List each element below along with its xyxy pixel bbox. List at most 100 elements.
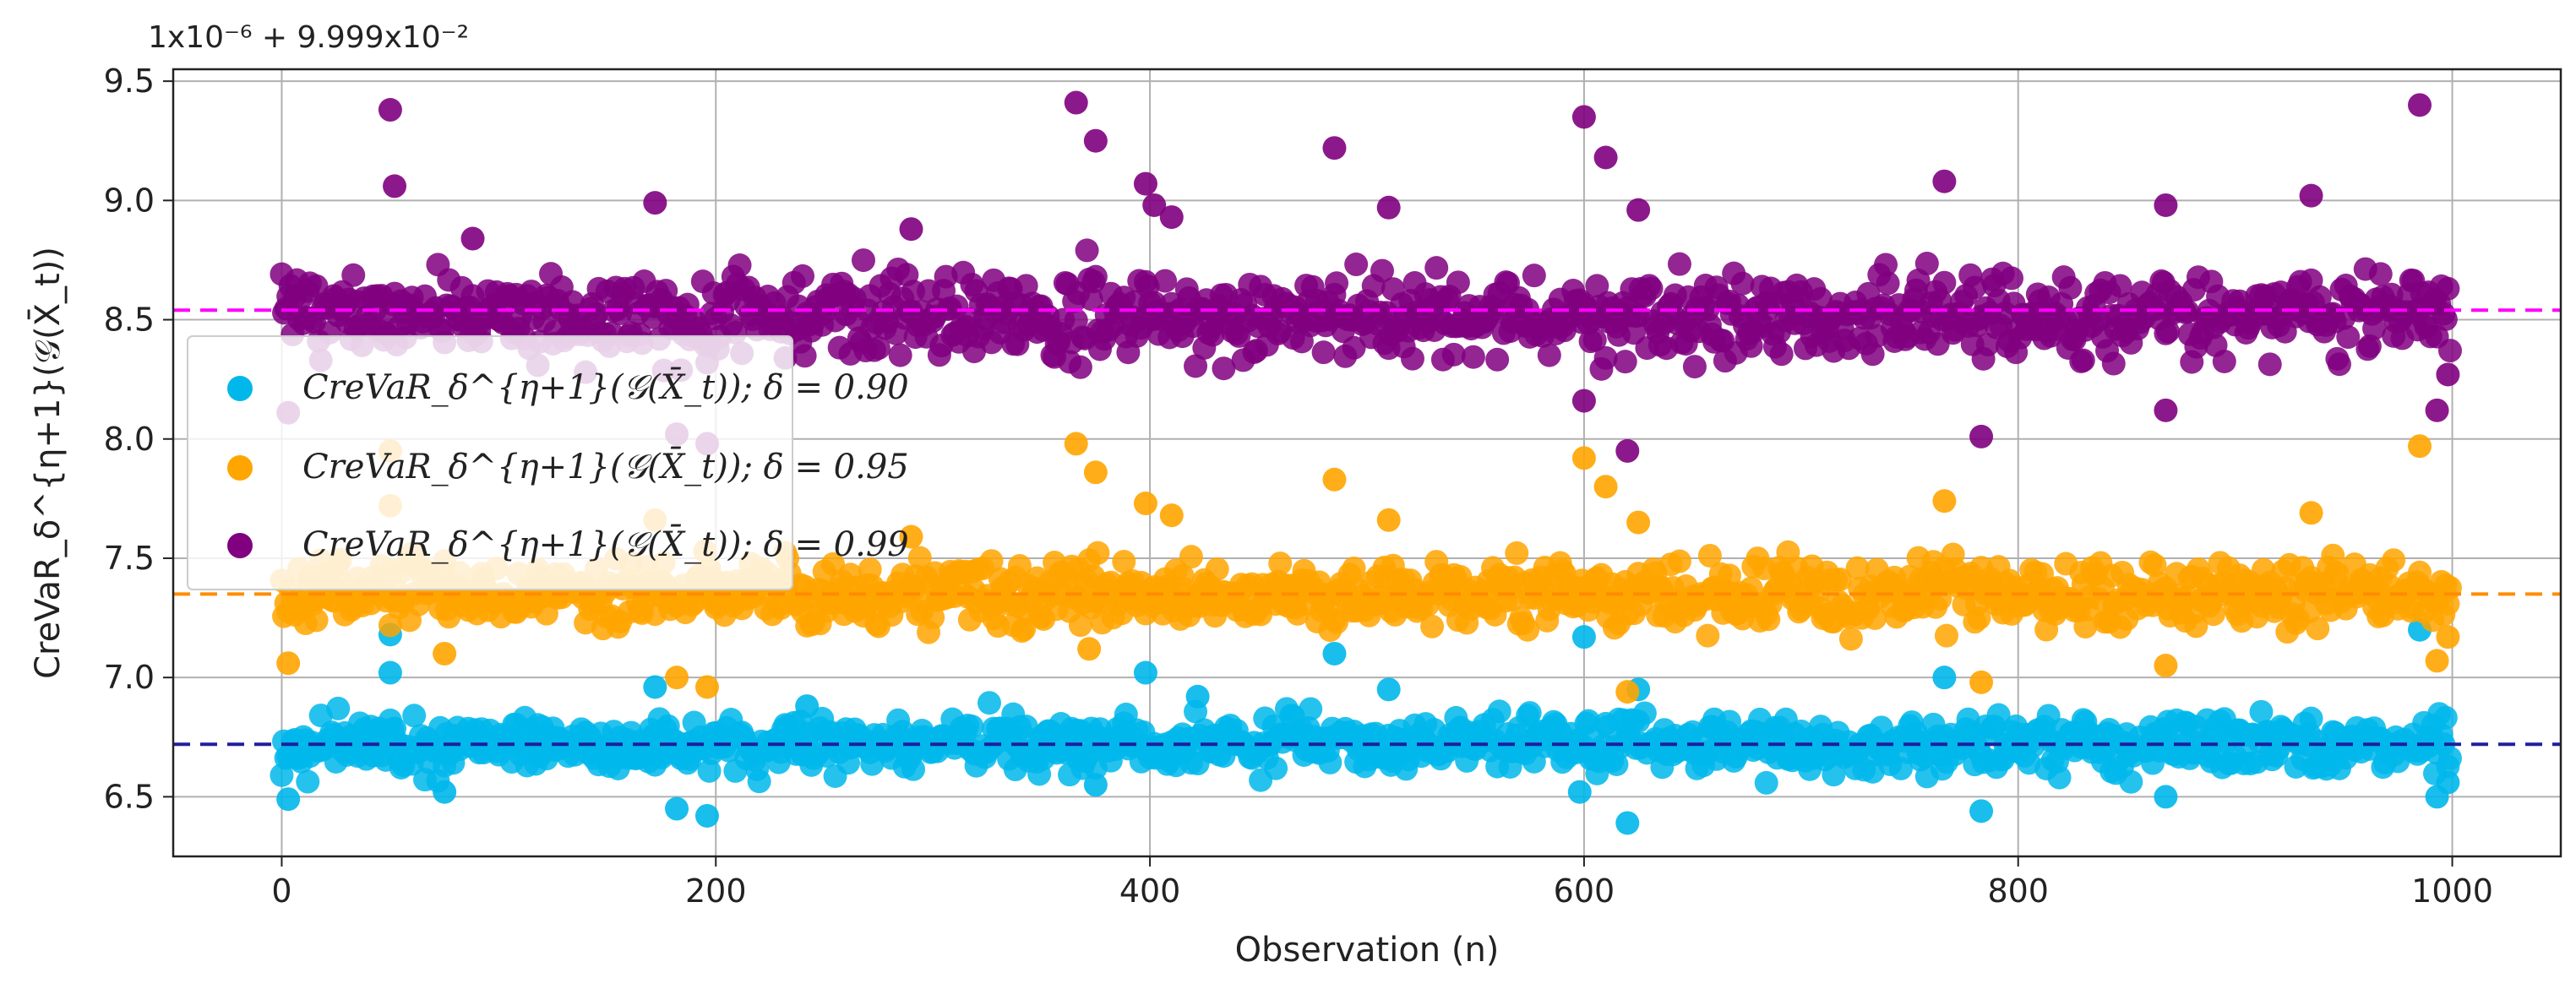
data-point xyxy=(1083,264,1108,289)
outlier-point xyxy=(1322,136,1347,160)
data-point xyxy=(1517,701,1542,725)
data-point xyxy=(1730,271,1755,296)
data-point xyxy=(2433,307,2458,331)
outlier-point xyxy=(1593,475,1618,499)
outlier-point xyxy=(1133,171,1157,196)
data-point xyxy=(1505,541,1529,565)
outlier-point xyxy=(1077,637,1102,661)
y-tick-label: 7.0 xyxy=(104,659,155,696)
x-axis-label: Observation (n) xyxy=(1235,931,1500,970)
data-point xyxy=(1874,253,1898,277)
outlier-point xyxy=(795,694,820,719)
data-point xyxy=(907,546,932,570)
legend-marker-0 xyxy=(227,376,253,401)
outlier-point xyxy=(1932,489,1957,514)
data-point xyxy=(2382,548,2406,573)
data-point xyxy=(2437,339,2462,363)
data-point xyxy=(1485,347,1510,372)
data-point xyxy=(2433,705,2458,730)
data-point xyxy=(1086,541,1110,565)
outlier-point xyxy=(1376,677,1401,702)
data-point xyxy=(1914,252,1939,276)
outlier-point xyxy=(1567,780,1592,804)
outlier-point xyxy=(2436,625,2460,649)
legend: CreVaR_δ^{η+1}(𝒢(X̄_t)); δ = 0.90 CreVaR… xyxy=(187,335,909,590)
outlier-point xyxy=(1159,503,1184,528)
data-point xyxy=(1007,554,1032,579)
data-point xyxy=(2212,349,2236,373)
data-point xyxy=(1184,354,1208,378)
data-point xyxy=(2257,352,2282,377)
data-point xyxy=(2362,316,2387,340)
data-point xyxy=(888,343,912,367)
data-point xyxy=(1613,350,1637,374)
legend-marker-1 xyxy=(227,455,253,481)
data-point xyxy=(1934,623,1958,648)
data-point xyxy=(1828,567,1853,591)
outlier-point xyxy=(1626,198,1651,222)
data-point xyxy=(2201,602,2225,627)
data-point xyxy=(1769,342,1794,367)
offset-text: 1x10⁻⁶ + 9.999x10⁻² xyxy=(148,20,469,55)
y-tick-label: 7.5 xyxy=(104,540,155,577)
outlier-point xyxy=(2436,362,2460,387)
outlier-point xyxy=(1932,666,1957,690)
y-axis-label: CreVaR_δ^{η+1}(𝒢(X̄_t)) xyxy=(27,247,68,679)
outlier-point xyxy=(1571,389,1596,413)
data-point xyxy=(1986,703,2011,727)
outlier-point xyxy=(1571,446,1596,470)
outlier-point xyxy=(2299,183,2323,208)
y-tick-label: 9.0 xyxy=(104,182,155,219)
data-point xyxy=(1860,342,1885,367)
plot-frame xyxy=(172,68,2562,858)
data-point xyxy=(1311,340,1336,365)
data-point xyxy=(1516,617,1540,642)
data-point xyxy=(1318,750,1342,774)
data-point xyxy=(977,691,1001,715)
data-point xyxy=(1582,328,1607,352)
data-point xyxy=(1754,770,1778,795)
outlier-point xyxy=(2154,785,2178,809)
data-point xyxy=(1967,606,1991,630)
outlier-point xyxy=(1376,508,1401,532)
data-point xyxy=(901,757,926,781)
data-point xyxy=(727,253,752,278)
data-point xyxy=(1212,356,1236,381)
outlier-point xyxy=(694,803,719,828)
data-point xyxy=(304,274,329,298)
outlier-point xyxy=(1969,799,1994,823)
outlier-point xyxy=(433,641,457,666)
data-point xyxy=(326,696,351,720)
data-point xyxy=(1697,543,1722,568)
data-point xyxy=(1325,271,1349,296)
outlier-point xyxy=(1133,660,1157,685)
y-tick-label: 8.0 xyxy=(104,421,155,458)
outlier-point xyxy=(1593,145,1618,170)
outlier-point xyxy=(276,787,301,812)
y-tick-label: 8.5 xyxy=(104,302,155,339)
data-point xyxy=(2357,334,2382,358)
outlier-point xyxy=(2154,654,2178,678)
x-tick-label: 600 xyxy=(1554,872,1615,910)
outlier-point xyxy=(1615,811,1640,835)
data-point xyxy=(1667,549,1691,573)
outlier-point xyxy=(643,191,667,215)
data-point xyxy=(2000,266,2024,291)
legend-entry-0: CreVaR_δ^{η+1}(𝒢(X̄_t)); δ = 0.90 xyxy=(302,367,909,407)
data-point xyxy=(2184,614,2208,639)
outlier-point xyxy=(1322,467,1347,492)
outlier-point xyxy=(1615,680,1640,704)
data-point xyxy=(851,248,875,273)
outlier-point xyxy=(2425,649,2449,673)
outlier-point xyxy=(2408,93,2432,117)
outlier-point xyxy=(899,524,923,549)
data-points xyxy=(270,90,2462,835)
outlier-point xyxy=(1083,773,1108,797)
data-point xyxy=(1822,763,1846,787)
data-point xyxy=(1932,270,1957,295)
data-point xyxy=(2047,765,2072,790)
outlier-point xyxy=(1626,510,1651,535)
data-point xyxy=(1264,756,1288,780)
data-point xyxy=(1487,699,1511,724)
